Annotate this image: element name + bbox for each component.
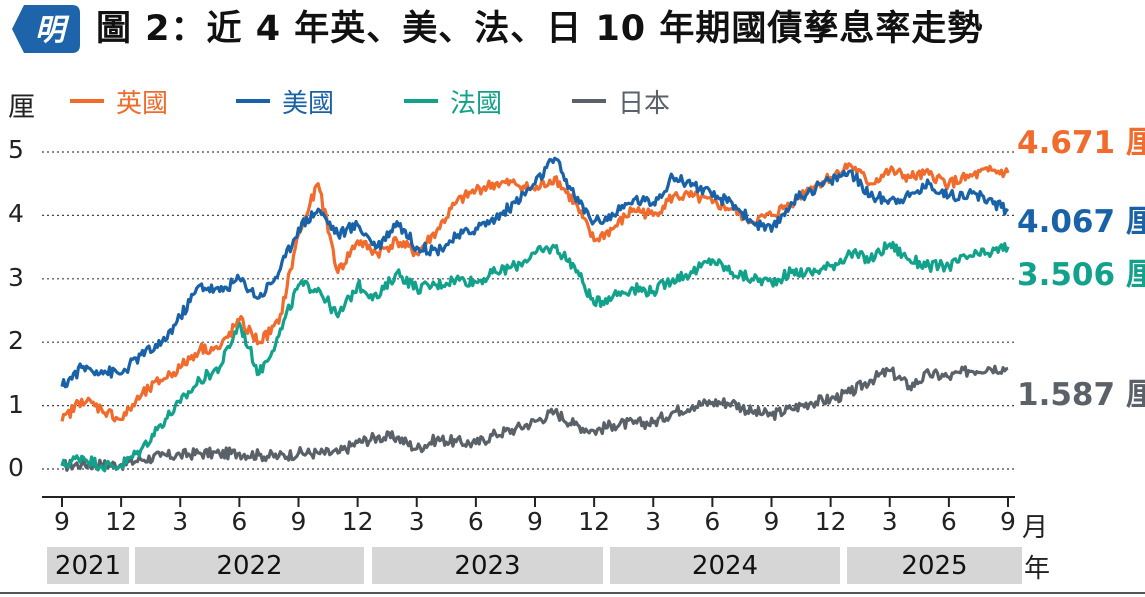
x-axis-year-unit: 年 bbox=[1024, 554, 1051, 584]
x-tick-label: 6 bbox=[940, 507, 957, 536]
legend-item-us: 美國 bbox=[236, 83, 334, 119]
legend-label-uk: 英國 bbox=[116, 88, 169, 119]
x-tick-label: 9 bbox=[54, 507, 70, 536]
x-tick-label: 12 bbox=[814, 507, 847, 536]
y-axis-unit: 厘 bbox=[8, 92, 35, 123]
year-label-2024: 2024 bbox=[610, 547, 840, 584]
bottom-rule bbox=[0, 592, 1145, 594]
legend-label-fr: 法國 bbox=[450, 88, 503, 119]
y-tick-1: 1 bbox=[8, 390, 24, 419]
end-label-fr: 3.506 厘 bbox=[1017, 257, 1145, 293]
x-tick-label: 12 bbox=[578, 507, 611, 536]
x-tick-label: 3 bbox=[408, 507, 425, 536]
x-axis-month-unit: 月 bbox=[1022, 513, 1049, 543]
series-line-uk bbox=[60, 162, 1010, 423]
chart-title: 圖 2：近 4 年英、美、法、日 10 年期國債孳息率走勢 bbox=[96, 9, 984, 49]
x-tick-label: 6 bbox=[231, 507, 248, 536]
x-tick-label: 9 bbox=[290, 507, 307, 536]
badge-text: 明 bbox=[35, 13, 70, 48]
year-label-2022: 2022 bbox=[135, 547, 364, 584]
series-line-jp bbox=[60, 364, 1009, 472]
legend-swatch-jp bbox=[572, 99, 606, 103]
legend-item-fr: 法國 bbox=[404, 83, 502, 119]
x-tick-label: 9 bbox=[1000, 507, 1016, 536]
year-label-2023: 2023 bbox=[372, 547, 603, 584]
x-tick-label: 3 bbox=[645, 507, 662, 536]
y-tick-2: 2 bbox=[8, 326, 24, 355]
y-tick-4: 4 bbox=[8, 199, 24, 228]
series-line-fr bbox=[60, 240, 1010, 473]
x-tick-label: 12 bbox=[341, 507, 374, 536]
x-tick-label: 9 bbox=[527, 507, 543, 536]
series-line-us bbox=[60, 156, 1010, 389]
legend-item-uk: 英國 bbox=[70, 83, 168, 119]
x-tick-label: 3 bbox=[172, 507, 189, 536]
year-label-2021: 2021 bbox=[47, 547, 129, 584]
x-tick-label: 3 bbox=[881, 507, 898, 536]
badge-shape bbox=[12, 5, 80, 53]
end-label-jp: 1.587 厘 bbox=[1017, 377, 1145, 413]
legend-item-jp: 日本 bbox=[572, 83, 670, 119]
y-tick-0: 0 bbox=[8, 453, 24, 482]
ming-pao-badge: 明 bbox=[12, 5, 80, 53]
legend-label-us: 美國 bbox=[282, 88, 335, 119]
legend-swatch-fr bbox=[404, 99, 438, 103]
legend-label-jp: 日本 bbox=[618, 88, 671, 119]
legend-swatch-us bbox=[236, 99, 270, 103]
y-tick-5: 5 bbox=[8, 135, 24, 164]
x-tick-label: 6 bbox=[704, 507, 721, 536]
end-label-uk: 4.671 厘 bbox=[1017, 125, 1145, 161]
legend-swatch-uk bbox=[70, 99, 104, 103]
x-tick-label: 6 bbox=[467, 507, 484, 536]
year-label-2025: 2025 bbox=[847, 547, 1022, 584]
end-label-us: 4.067 厘 bbox=[1017, 204, 1145, 240]
x-tick-label: 12 bbox=[105, 507, 138, 536]
y-tick-3: 3 bbox=[8, 263, 24, 292]
x-tick-label: 9 bbox=[763, 507, 780, 536]
